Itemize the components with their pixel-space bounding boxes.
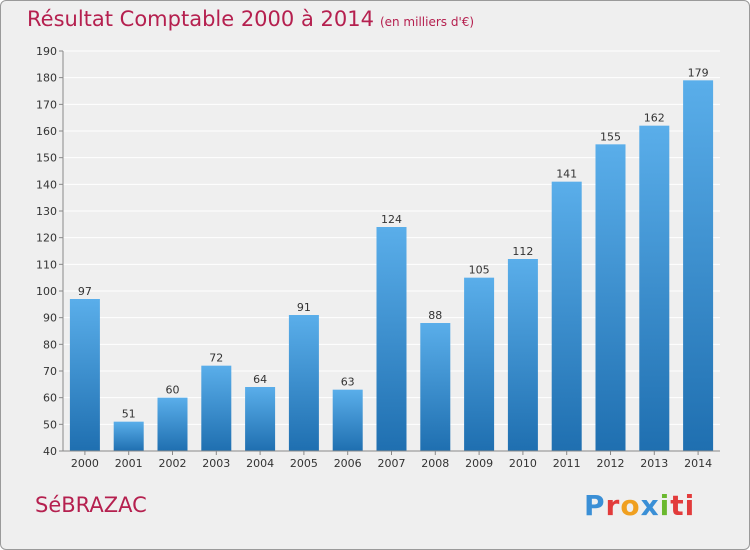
- brand-letter: r: [605, 489, 621, 522]
- x-tick-label: 2006: [334, 457, 362, 470]
- bar-value-label: 63: [341, 376, 355, 389]
- x-tick-label: 2005: [290, 457, 318, 470]
- bar: [639, 125, 670, 452]
- bar-value-label: 51: [122, 408, 136, 421]
- x-tick-label: 2001: [115, 457, 143, 470]
- x-tick-label: 2014: [684, 457, 712, 470]
- y-tick-label: 150: [36, 152, 57, 165]
- bar: [551, 181, 582, 451]
- bar-value-label: 105: [469, 264, 490, 277]
- bar-value-label: 97: [78, 285, 92, 298]
- bar: [69, 299, 100, 451]
- bar: [464, 277, 495, 451]
- proxiti-logo: Proxiti: [584, 489, 695, 522]
- bar: [201, 365, 232, 451]
- y-tick-label: 110: [36, 258, 57, 271]
- bar: [157, 397, 188, 451]
- bar-value-label: 60: [166, 384, 180, 397]
- brand-letter: i: [659, 489, 671, 522]
- bar-value-label: 91: [297, 301, 311, 314]
- bar: [507, 259, 538, 451]
- bar: [420, 323, 451, 451]
- bars: [69, 80, 714, 452]
- y-tick-label: 170: [36, 98, 57, 111]
- x-tick-label: 2009: [465, 457, 493, 470]
- bar-value-label: 179: [688, 66, 709, 79]
- y-tick-label: 180: [36, 72, 57, 85]
- brand-letter: o: [620, 489, 641, 522]
- bar-value-label: 64: [253, 373, 267, 386]
- y-tick-label: 80: [43, 338, 57, 351]
- bar: [376, 227, 407, 451]
- bar-value-label: 124: [381, 213, 402, 226]
- x-tick-label: 2002: [159, 457, 187, 470]
- bar-value-label: 72: [209, 352, 223, 365]
- x-tick-label: 2004: [246, 457, 274, 470]
- x-tick-label: 2000: [71, 457, 99, 470]
- brand-letter: P: [584, 489, 606, 522]
- bar-value-label: 88: [428, 309, 442, 322]
- y-tick-label: 60: [43, 392, 57, 405]
- unit-subtitle: (en milliers d'€): [379, 15, 475, 29]
- y-tick-label: 120: [36, 232, 57, 245]
- bar: [245, 387, 276, 451]
- y-tick-label: 100: [36, 285, 57, 298]
- bar: [595, 144, 626, 452]
- x-tick-label: 2008: [421, 457, 449, 470]
- x-tick-label: 2011: [553, 457, 581, 470]
- y-tick-label: 70: [43, 365, 57, 378]
- title-text: Résultat Comptable 2000 à 2014: [27, 7, 374, 31]
- y-tick-label: 140: [36, 178, 57, 191]
- x-tick-label: 2007: [378, 457, 406, 470]
- bar-value-label: 162: [644, 112, 665, 125]
- y-tick-label: 130: [36, 205, 57, 218]
- y-tick-label: 190: [36, 45, 57, 58]
- x-tick-label: 2013: [640, 457, 668, 470]
- bar: [113, 421, 144, 451]
- labels: 40 50 60 70 80 90 100 110 120 130 140 150 160 170 180 1…: [36, 45, 712, 470]
- y-tick-label: 90: [43, 312, 57, 325]
- y-tick-label: 160: [36, 125, 57, 138]
- y-tick-label: 50: [43, 418, 57, 431]
- bar-value-label: 112: [512, 245, 533, 258]
- commune-name: SéBRAZAC: [35, 493, 147, 517]
- bar-value-label: 141: [556, 168, 577, 181]
- x-tick-label: 2012: [597, 457, 625, 470]
- bar-value-label: 155: [600, 130, 621, 143]
- chart-title: Résultat Comptable 2000 à 2014 (en millie…: [27, 7, 474, 31]
- brand-letter: t: [670, 489, 685, 522]
- bar: [332, 389, 363, 451]
- bar: [683, 80, 714, 451]
- axes: [59, 50, 720, 455]
- y-tick-label: 40: [43, 445, 57, 458]
- brand-letter: i: [684, 489, 696, 522]
- brand-letter: x: [640, 489, 660, 522]
- bar: [288, 315, 319, 451]
- x-tick-label: 2003: [202, 457, 230, 470]
- x-tick-label: 2010: [509, 457, 537, 470]
